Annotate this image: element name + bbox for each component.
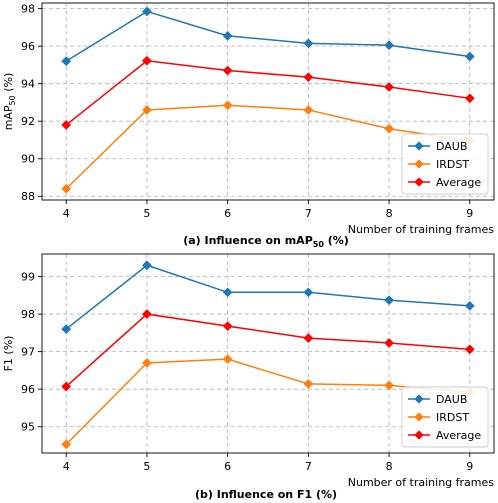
y-tick-label: 96 bbox=[21, 40, 35, 53]
data-point-daub bbox=[303, 38, 314, 49]
x-tick-label: 9 bbox=[466, 207, 473, 220]
panel-caption: (b) Influence on F1 (%) bbox=[195, 488, 337, 501]
legend-box bbox=[401, 133, 489, 195]
legend-label-daub: DAUB bbox=[436, 393, 467, 406]
data-point-daub bbox=[141, 260, 152, 271]
data-point-irdst bbox=[61, 439, 72, 450]
legend-marker-average bbox=[414, 177, 424, 187]
y-tick-label: 97 bbox=[21, 346, 35, 359]
x-tick-label: 4 bbox=[63, 207, 70, 220]
x-tick-label: 5 bbox=[143, 460, 150, 473]
x-axis-label: Number of training frames bbox=[348, 476, 495, 489]
data-point-average bbox=[61, 381, 72, 392]
legend-label-daub: DAUB bbox=[436, 140, 467, 153]
data-point-irdst bbox=[222, 354, 233, 365]
series-line-irdst bbox=[65, 104, 470, 190]
x-tick-label: 9 bbox=[466, 460, 473, 473]
data-point-daub bbox=[303, 287, 314, 298]
data-point-average bbox=[61, 119, 72, 130]
data-point-irdst bbox=[384, 123, 395, 134]
data-point-daub bbox=[222, 287, 233, 298]
legend-marker-irdst bbox=[414, 412, 424, 422]
x-tick-label: 6 bbox=[224, 460, 231, 473]
legend-marker-irdst bbox=[414, 159, 424, 169]
data-point-daub bbox=[464, 51, 475, 62]
data-point-average bbox=[464, 93, 475, 104]
data-point-average bbox=[141, 309, 152, 320]
x-tick-label: 7 bbox=[305, 460, 312, 473]
y-tick-label: 98 bbox=[21, 3, 35, 16]
data-point-irdst bbox=[303, 378, 314, 389]
data-point-average bbox=[464, 344, 475, 355]
legend: DAUB IRDST Average bbox=[401, 386, 489, 448]
legend-label-average: Average bbox=[436, 429, 481, 442]
data-point-average bbox=[303, 333, 314, 344]
data-point-daub bbox=[464, 300, 475, 311]
x-tick-label: 8 bbox=[386, 460, 393, 473]
data-point-daub bbox=[141, 6, 152, 17]
data-point-irdst bbox=[303, 104, 314, 115]
data-point-average bbox=[384, 338, 395, 348]
data-point-daub bbox=[61, 324, 72, 335]
series-line-average bbox=[65, 60, 470, 126]
y-tick-label: 95 bbox=[21, 421, 35, 434]
y-axis-label: F1 (%) bbox=[2, 336, 15, 372]
data-point-daub bbox=[222, 30, 233, 41]
data-point-average bbox=[141, 55, 152, 66]
y-tick-label: 98 bbox=[21, 308, 35, 321]
data-point-irdst bbox=[141, 357, 152, 368]
y-tick-label: 90 bbox=[21, 153, 35, 166]
y-tick-label: 88 bbox=[21, 190, 35, 203]
data-point-irdst bbox=[384, 380, 395, 391]
x-tick-label: 5 bbox=[143, 207, 150, 220]
x-axis-label: Number of training frames bbox=[348, 223, 495, 236]
legend-marker-daub bbox=[414, 141, 424, 151]
legend-marker-average bbox=[414, 430, 424, 440]
y-tick-label: 96 bbox=[21, 383, 35, 396]
plot-frame bbox=[41, 2, 495, 201]
data-point-daub bbox=[384, 40, 395, 51]
data-point-average bbox=[222, 65, 233, 76]
legend-label-irdst: IRDST bbox=[436, 158, 469, 171]
chart-panel-b: 4 5 6 7 8 9 95 96 97 98 99 Number of training frame… bbox=[2, 253, 495, 501]
data-point-average bbox=[222, 321, 233, 332]
legend-label-irdst: IRDST bbox=[436, 411, 469, 424]
series-line-irdst bbox=[65, 358, 470, 445]
series-line-daub bbox=[65, 264, 470, 330]
data-point-daub bbox=[61, 56, 72, 67]
data-point-average bbox=[384, 82, 395, 93]
legend: DAUB IRDST Average bbox=[401, 133, 489, 195]
y-tick-label: 92 bbox=[21, 115, 35, 128]
y-tick-label: 99 bbox=[21, 271, 35, 284]
series-line-daub bbox=[65, 10, 470, 62]
y-axis-label: mAP50 (%) bbox=[2, 73, 17, 131]
data-point-daub bbox=[384, 295, 395, 306]
x-tick-label: 7 bbox=[305, 207, 312, 220]
panel-caption: (a) Influence on mAP50 (%) bbox=[183, 234, 349, 249]
data-point-average bbox=[303, 72, 314, 83]
x-tick-label: 8 bbox=[386, 207, 393, 220]
x-tick-label: 6 bbox=[224, 207, 231, 220]
y-tick-label: 94 bbox=[21, 78, 35, 91]
data-point-irdst bbox=[222, 100, 233, 111]
legend-marker-daub bbox=[414, 394, 424, 404]
data-point-irdst bbox=[141, 104, 152, 115]
data-point-irdst bbox=[61, 183, 72, 194]
plot-frame bbox=[41, 253, 495, 454]
chart-panel-a: 4 5 6 7 8 9 88 90 92 94 96 98 Number of training fra… bbox=[2, 2, 495, 249]
legend-label-average: Average bbox=[436, 176, 481, 189]
x-tick-label: 4 bbox=[63, 460, 70, 473]
legend-box bbox=[401, 386, 489, 448]
series-line-average bbox=[65, 313, 470, 388]
